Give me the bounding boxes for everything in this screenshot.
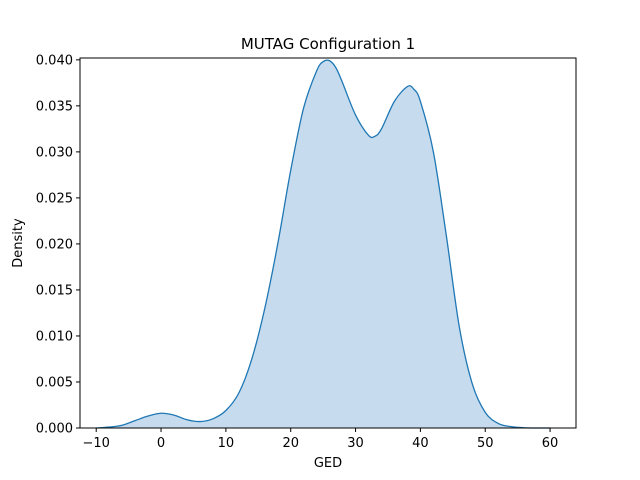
x-axis-label: GED [314,456,342,471]
y-tick-label: 0.000 [36,422,73,437]
x-axis: −10 0 10 20 30 40 50 60 [82,428,558,451]
x-tick-label: 30 [347,436,364,451]
x-tick-label: 40 [412,436,429,451]
y-tick-label: 0.040 [36,53,73,68]
x-tick-label: 60 [542,436,559,451]
x-tick-label: 50 [477,436,494,451]
y-axis-label: Density [11,218,26,268]
x-tick-label: 20 [282,436,299,451]
x-tick-label: −10 [82,436,109,451]
density-area [96,60,551,429]
y-axis: 0.000 0.005 0.010 0.015 0.020 0.025 0.030 0.035… [36,53,80,437]
y-tick-label: 0.020 [36,237,73,252]
y-tick-label: 0.005 [36,375,73,390]
plot-area [96,59,551,429]
x-tick-label: 10 [218,436,235,451]
chart-title: MUTAG Configuration 1 [241,35,415,53]
y-tick-label: 0.035 [36,99,73,114]
y-tick-label: 0.030 [36,145,73,160]
density-line [96,59,551,429]
y-tick-label: 0.015 [36,283,73,298]
y-tick-label: 0.010 [36,329,73,344]
axes-frame [79,57,577,429]
y-tick-label: 0.025 [36,191,73,206]
x-tick-label: 0 [157,436,165,451]
